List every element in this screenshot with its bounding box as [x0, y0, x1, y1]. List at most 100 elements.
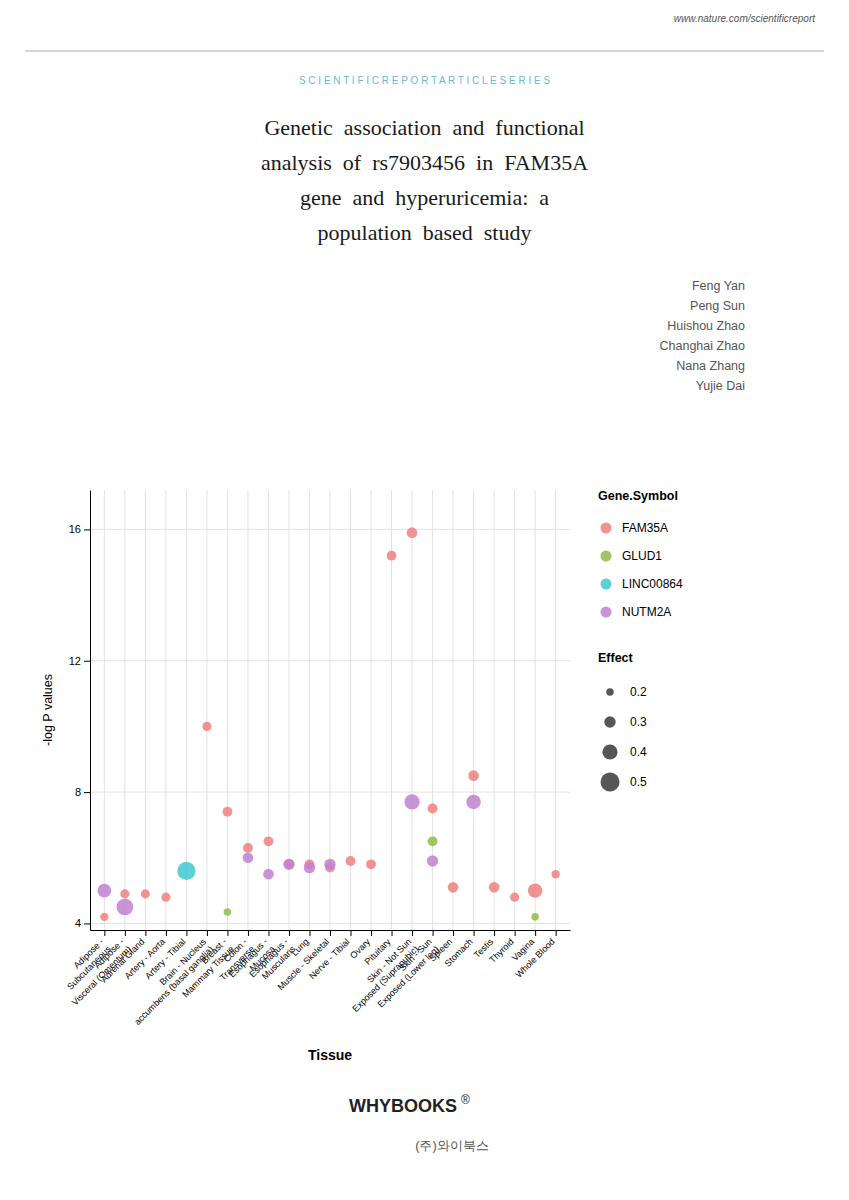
x-tick-mark	[392, 930, 393, 936]
x-tick: Whole Blood	[514, 930, 557, 980]
x-tick-mark	[494, 930, 495, 936]
title-line: analysis of rs7903456 in FAM35A	[261, 150, 588, 175]
grid-line-x	[453, 490, 454, 930]
legend: Gene.SymbolFAM35AGLUD1LINC00864NUTM2AEff…	[598, 489, 683, 792]
x-tick: Stomach	[443, 930, 475, 969]
y-tick-mark	[84, 661, 90, 662]
author: Peng Sun	[690, 299, 745, 313]
legend-size-swatch	[601, 773, 620, 792]
x-tick-mark	[268, 930, 269, 936]
x-tick-mark	[186, 930, 187, 936]
legend-size-label: 0.2	[630, 685, 647, 699]
legend-title: Effect	[598, 651, 634, 665]
grid-line-x	[473, 490, 474, 930]
grid-line-x	[145, 490, 146, 930]
x-tick-mark	[309, 930, 310, 936]
legend-swatch	[601, 579, 612, 590]
x-tick-mark	[515, 930, 516, 936]
bubble	[284, 859, 294, 869]
author: Nana Zhang	[676, 359, 745, 373]
x-tick-label-line: Stomach	[443, 937, 475, 969]
legend-size-swatch	[602, 744, 617, 759]
grid-line-x	[206, 490, 207, 930]
grid-line-x	[165, 490, 166, 930]
x-tick-mark	[330, 930, 331, 936]
x-tick-label: Skin - SunExposed (Lower leg)	[368, 937, 441, 1010]
grid-line-x	[514, 490, 515, 930]
bubble	[407, 527, 418, 538]
y-tick-mark	[84, 529, 90, 530]
x-tick-label-line: Thyroid	[487, 937, 515, 965]
chart-container: www.nature.com/scientificreport S C I E N…	[0, 0, 849, 1200]
x-tick-label-line: Whole Blood	[514, 937, 557, 980]
legend-swatch	[601, 551, 612, 562]
x-tick-mark	[207, 930, 208, 936]
x-tick-mark	[227, 930, 228, 936]
grid-line-x	[124, 490, 125, 930]
points	[98, 527, 560, 921]
bubble	[551, 870, 559, 878]
legend-label: LINC00864	[622, 577, 683, 591]
legend-size-swatch	[604, 716, 615, 727]
title-line: gene and hyperuricemia: a	[300, 185, 549, 210]
x-tick-mark	[453, 930, 454, 936]
bubble	[177, 862, 195, 880]
brand-sub: (주)와이북스	[415, 1138, 489, 1153]
x-tick-mark	[535, 930, 536, 936]
legend-swatch	[601, 607, 612, 618]
bubble	[428, 804, 438, 814]
bubble	[468, 770, 479, 781]
y-tick-mark	[84, 923, 90, 924]
legend-size-label: 0.5	[630, 775, 647, 789]
bubble	[428, 836, 438, 846]
bubble	[404, 794, 419, 809]
bubble	[448, 882, 459, 893]
x-tick-label: Stomach	[443, 937, 475, 969]
y-tick: 8	[75, 786, 90, 798]
x-tick-label-line: Nerve - Tibial	[307, 937, 352, 982]
author: Huishou Zhao	[667, 319, 745, 333]
x-tick-mark	[474, 930, 475, 936]
x-tick-label: Adipose -Visceral (Omentum)	[62, 937, 133, 1008]
header-rule	[25, 51, 824, 52]
bubble	[466, 795, 480, 809]
bubble	[489, 882, 500, 893]
x-tick-mark	[125, 930, 126, 936]
bubble	[202, 722, 211, 731]
bubble	[100, 913, 108, 921]
grid-line-x	[412, 490, 413, 930]
bubble	[264, 836, 274, 846]
grid-line-x	[494, 490, 495, 930]
x-tick-label: Thyroid	[487, 937, 515, 965]
brand: WHYBOOKS	[349, 1096, 457, 1116]
bubble	[120, 889, 129, 898]
x-tick-label: Whole Blood	[514, 937, 557, 980]
author: Feng Yan	[692, 279, 745, 293]
bubble	[304, 862, 315, 873]
legend-size-label: 0.3	[630, 715, 647, 729]
bubble	[98, 884, 112, 898]
header-url: www.nature.com/scientificreport	[674, 13, 816, 24]
grid-line-x	[535, 490, 536, 930]
bubble	[141, 889, 150, 898]
y-axis: 481216	[69, 491, 91, 931]
x-tick: Skin - SunExposed (Lower leg)	[368, 930, 441, 1009]
bubble	[531, 913, 539, 921]
bubble	[346, 856, 356, 866]
title-line: population based study	[318, 220, 532, 245]
header-series: S C I E N T I F I C R E P O R T A R T I …	[299, 75, 551, 86]
bubble	[528, 883, 542, 897]
bubble	[161, 893, 170, 902]
bubble	[263, 869, 274, 880]
grid	[90, 490, 570, 930]
x-tick-mark	[289, 930, 290, 936]
x-tick-mark	[433, 930, 434, 936]
x-tick: Nerve - Tibial	[307, 930, 352, 981]
grid-line-x	[555, 490, 556, 930]
legend-label: GLUD1	[622, 549, 662, 563]
bubble	[366, 859, 376, 869]
grid-line-x	[247, 490, 248, 930]
x-tick-mark	[556, 930, 557, 936]
legend-label: FAM35A	[622, 521, 668, 535]
x-axis-title: Tissue	[308, 1047, 352, 1063]
